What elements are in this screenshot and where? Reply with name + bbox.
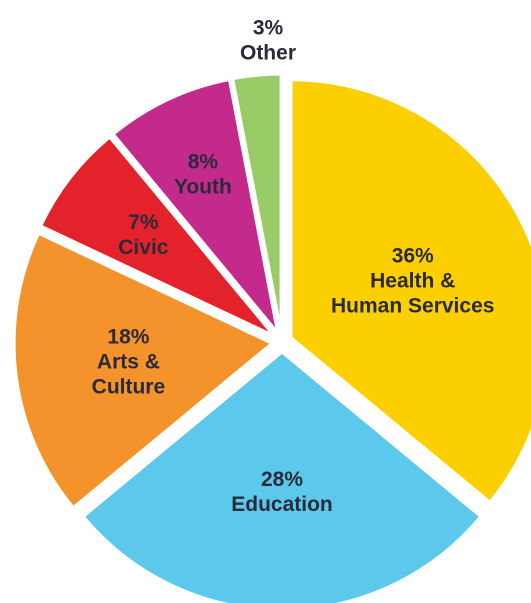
pie-slice [289,78,531,505]
slice-label-line: Health & [370,269,455,292]
slice-label-line: 18% [107,325,149,348]
slice-label-line: 7% [128,211,159,234]
slice-label: 28% Education [231,468,333,516]
slice-label-line: Education [231,493,333,516]
pie-slice [12,231,275,510]
pie-slice [230,72,283,333]
slice-label: 8% Youth [174,150,232,198]
pie-slices [12,72,531,603]
slice-label-line: 3% [253,17,284,40]
slice-label: 3% Other [240,17,296,65]
slice-label-line: Human Services [331,294,494,317]
slice-label-line: Arts & [97,350,160,373]
pie-slice [111,77,280,334]
slice-label: 7% Civic [118,211,169,259]
pie-slice [81,350,483,603]
slice-label: 18% Arts & Culture [92,325,166,398]
slice-label-line: Civic [118,236,169,259]
slice-label-line: Other [240,42,296,65]
slice-label-line: 8% [188,150,219,173]
slice-label-line: Culture [92,375,166,398]
slice-label-line: 36% [392,244,434,267]
pie-slice [38,134,276,338]
slice-label: 36% Health & Human Services [331,244,494,317]
pie-labels: 36% Health & Human Services 28% Education 18%… [92,17,495,517]
slice-label-line: Youth [174,175,232,198]
slice-label-line: 28% [261,468,303,491]
